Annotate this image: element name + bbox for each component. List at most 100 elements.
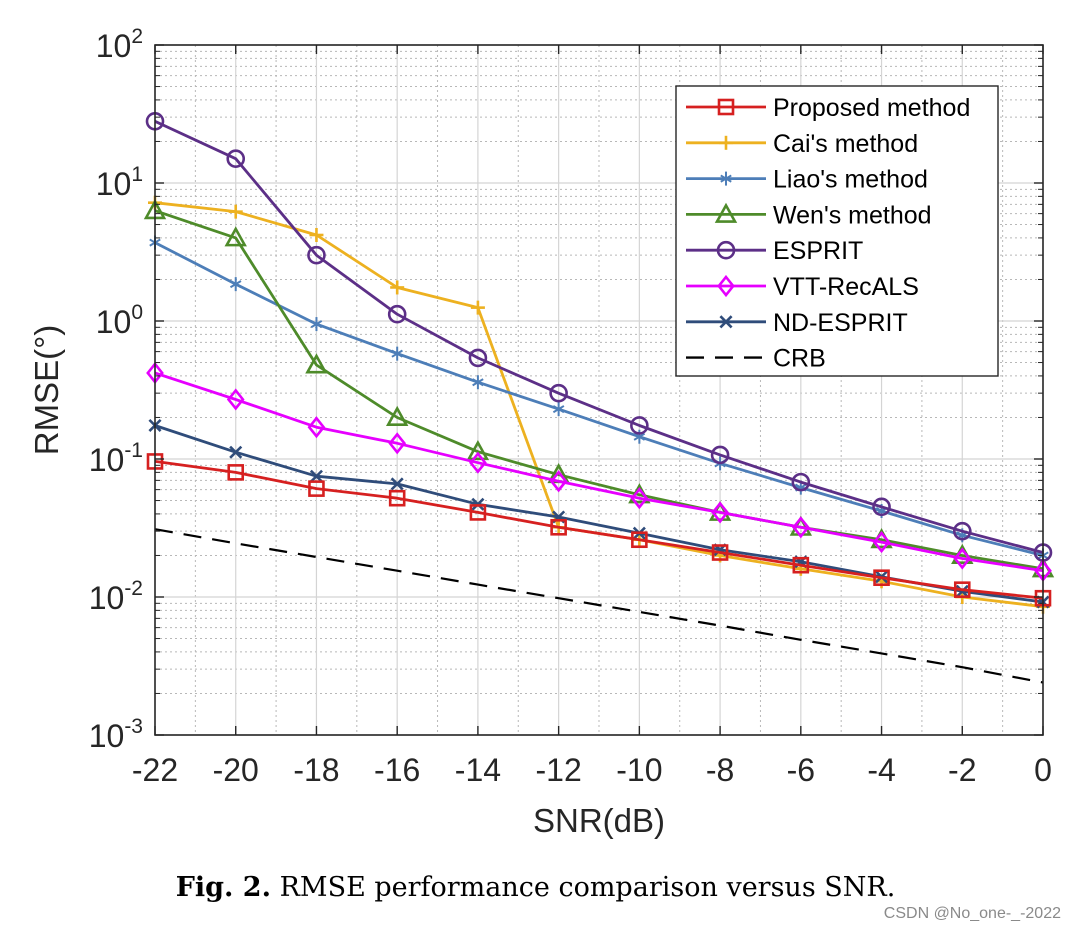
series-line: [154, 528, 1044, 684]
data-point: [226, 149, 246, 168]
x-tick-label: -18: [293, 752, 339, 788]
data-point: [469, 504, 487, 521]
data-point: [550, 518, 567, 536]
x-marker: [719, 315, 733, 329]
data-point: [953, 581, 971, 598]
data-point: [469, 451, 487, 474]
data-point: [388, 432, 407, 455]
y-tick-label: 10-3: [89, 715, 143, 754]
x-tick-label: -2: [948, 752, 976, 788]
series-vtt-recals: [146, 361, 1052, 582]
legend-item: ESPRIT: [686, 237, 863, 265]
series-layer: [143, 111, 1055, 684]
data-point: [466, 439, 490, 461]
asterisk-marker: [720, 171, 732, 186]
data-point: [711, 544, 729, 561]
series-esprit: [145, 111, 1053, 562]
legend-item: Proposed method: [686, 94, 970, 122]
data-point: [228, 204, 243, 219]
data-point: [872, 497, 891, 517]
data-point: [305, 353, 328, 374]
series-line: [154, 209, 1044, 571]
data-point: [224, 226, 247, 247]
data-point: [791, 472, 811, 492]
data-point: [953, 547, 972, 570]
series-line: [154, 371, 1044, 573]
data-point: [390, 280, 405, 295]
x-tick-label: -14: [455, 752, 501, 788]
x-tick-label: -4: [867, 752, 895, 788]
watermark: CSDN @No_one-_-2022: [883, 905, 1061, 922]
data-point: [468, 348, 488, 368]
data-point: [552, 402, 565, 417]
x-tick-labels: -22 -20 -18 -16 -14 -12 -10 -8 -6 -4 -2 0: [132, 752, 1052, 788]
data-point: [310, 317, 323, 332]
x-tick-label: -22: [132, 752, 178, 788]
data-point: [388, 489, 406, 507]
data-point: [470, 300, 485, 315]
data-point: [229, 445, 243, 459]
legend-label: CRB: [773, 345, 826, 373]
legend-label: Proposed method: [773, 94, 970, 122]
data-point: [630, 487, 649, 510]
legend-item: ND-ESPRIT: [686, 309, 908, 337]
data-point: [631, 531, 648, 549]
data-point: [226, 388, 245, 411]
data-point: [630, 416, 649, 435]
data-point: [385, 405, 409, 426]
data-point: [710, 445, 730, 465]
data-point: [792, 556, 810, 574]
data-point: [387, 304, 407, 324]
y-tick-labels: 102 101 100 10-1 10-2 10-3: [89, 25, 143, 754]
axis-ticks: [154, 44, 1044, 736]
legend-label: VTT-RecALS: [773, 273, 919, 301]
x-tick-label: -16: [374, 752, 420, 788]
legend-item: CRB: [686, 345, 826, 373]
data-point: [549, 383, 568, 403]
legend-label: ND-ESPRIT: [773, 309, 908, 337]
data-point: [955, 584, 969, 598]
data-point: [791, 516, 810, 539]
square-marker: [717, 98, 735, 116]
legend-item: VTT-RecALS: [686, 273, 919, 301]
y-tick-label: 101: [96, 163, 143, 202]
data-point: [952, 521, 972, 541]
plus-marker: [719, 135, 733, 150]
series-line: [154, 241, 1044, 557]
x-tick-label: -10: [616, 752, 662, 788]
data-point: [711, 501, 729, 524]
figure-caption-text: RMSE performance comparison versus SNR.: [279, 872, 896, 903]
legend: Proposed method Cai's method Liao's method…: [675, 85, 999, 377]
legend-label: Liao's method: [773, 166, 928, 194]
y-tick-label: 10-1: [89, 439, 143, 478]
legend-item: Liao's method: [686, 166, 928, 194]
x-tick-label: -8: [706, 752, 734, 788]
data-point: [390, 477, 404, 491]
legend-label: Cai's method: [773, 130, 918, 158]
x-tick-label: -12: [536, 752, 582, 788]
y-tick-label: 10-2: [89, 577, 143, 616]
legend-item: Wen's method: [686, 201, 932, 229]
x-tick-label: 0: [1034, 752, 1052, 788]
data-point: [549, 470, 568, 493]
diamond-marker: [717, 274, 735, 298]
data-point: [227, 464, 245, 481]
series-crb: [154, 528, 1044, 684]
data-point: [307, 416, 326, 439]
data-point: [229, 277, 242, 292]
y-axis-label: RMSE(°): [28, 325, 65, 456]
circle-marker: [716, 240, 736, 260]
legend-item: Cai's method: [686, 130, 918, 158]
legend-box: [675, 85, 999, 377]
figure-caption: Fig. 2. RMSE performance comparison vers…: [0, 872, 1071, 903]
figure-caption-label: Fig. 2.: [175, 872, 271, 903]
y-tick-label: 102: [96, 25, 143, 64]
x-axis-label: SNR(dB): [533, 802, 665, 839]
series-line: [154, 120, 1044, 554]
data-point: [307, 245, 326, 265]
data-point: [309, 469, 323, 483]
data-point: [472, 375, 484, 390]
triangle-marker: [714, 202, 738, 223]
legend-label: Wen's method: [773, 201, 932, 229]
